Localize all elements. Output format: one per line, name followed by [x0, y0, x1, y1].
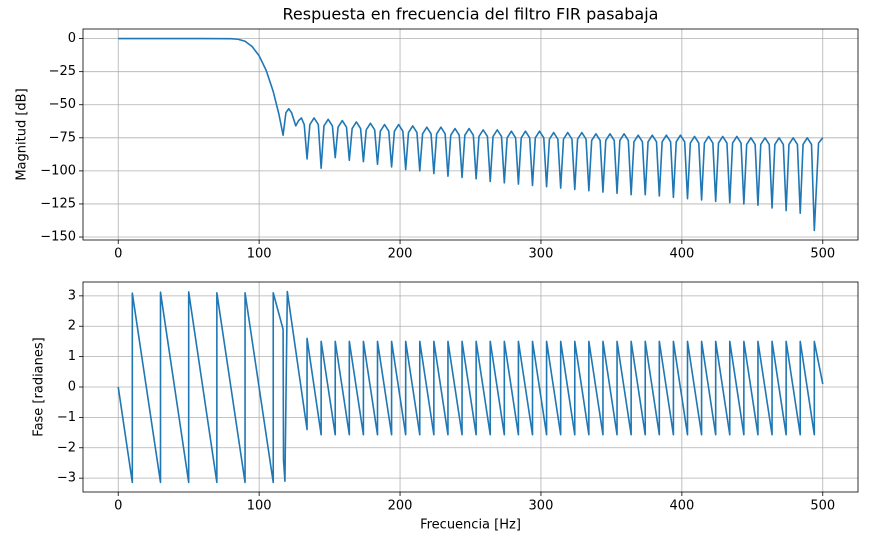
x-tick-label: 100	[247, 247, 272, 262]
x-tick-label: 400	[669, 499, 694, 514]
y-tick-label: −100	[40, 163, 76, 178]
y-tick-label: −2	[57, 440, 76, 455]
y-tick-label: −3	[57, 471, 76, 486]
x-tick-label: 300	[529, 499, 554, 514]
x-tick-label: 0	[114, 499, 122, 514]
x-axis-label: Frecuencia [Hz]	[420, 518, 521, 533]
y-tick-label: −50	[49, 97, 76, 112]
data-line	[118, 37, 824, 232]
y-tick-label: −125	[40, 196, 76, 211]
axes-frame	[82, 28, 859, 241]
y-axis-label: Magnitud [dB]	[15, 88, 30, 180]
x-tick-label: 500	[810, 499, 835, 514]
x-tick-label: 300	[529, 247, 554, 262]
y-tick-label: 3	[68, 288, 76, 303]
x-tick-label: 100	[247, 499, 272, 514]
axes-frame	[82, 281, 859, 493]
x-tick-label: 200	[388, 499, 413, 514]
x-tick-label: 200	[388, 247, 413, 262]
y-tick-label: −25	[49, 64, 76, 79]
x-tick-label: 500	[810, 247, 835, 262]
y-tick-label: 0	[68, 31, 76, 46]
y-tick-label: 0	[68, 380, 76, 395]
chart-title: Respuesta en frecuencia del filtro FIR p…	[283, 5, 659, 24]
y-axis-label: Fase [radianes]	[32, 337, 47, 436]
y-tick-label: −1	[57, 410, 76, 425]
x-tick-label: 400	[669, 247, 694, 262]
y-tick-label: 2	[68, 319, 76, 334]
x-tick-label: 0	[114, 247, 122, 262]
y-tick-label: −75	[49, 130, 76, 145]
y-tick-label: 1	[68, 349, 76, 364]
y-tick-label: −150	[40, 230, 76, 245]
data-line	[117, 290, 824, 484]
